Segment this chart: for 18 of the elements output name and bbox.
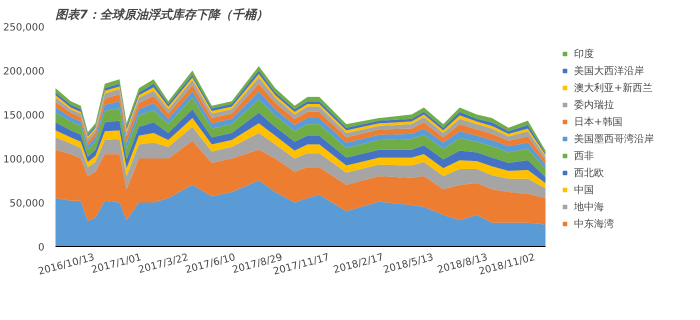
legend-label: 地中海 [574, 200, 604, 214]
y-tick-label: 150,000 [3, 110, 45, 122]
legend-label: 澳大利亚+新西兰 [574, 82, 652, 94]
legend-label: 日本+韩国 [574, 116, 622, 128]
chart-title: 图表7：全球原油浮式库存下降（千桶） [56, 8, 268, 22]
y-tick-label: 0 [38, 242, 45, 254]
y-tick-label: 100,000 [3, 154, 45, 166]
legend-label: 中国 [574, 184, 594, 196]
y-tick-label: 50,000 [10, 198, 45, 210]
legend-label: 美国大西洋沿岸 [574, 64, 644, 78]
legend-label: 西非 [574, 150, 594, 162]
legend-label: 印度 [574, 48, 594, 60]
y-tick-label: 200,000 [3, 66, 45, 78]
legend-label: 委内瑞拉 [574, 98, 614, 112]
legend-label: 美国墨西哥湾沿岸 [574, 132, 654, 146]
legend-label: 中东海湾 [574, 218, 614, 230]
y-tick-label: 250,000 [3, 22, 45, 34]
legend-label: 西北欧 [574, 166, 604, 180]
